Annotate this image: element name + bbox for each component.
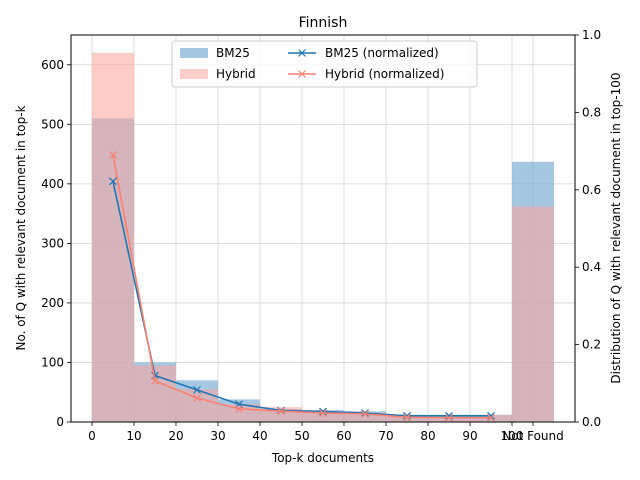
y2-tick-label: 0.0 (582, 415, 601, 429)
plot-frame (70, 34, 576, 423)
point-hybrid-normalized (403, 413, 411, 422)
x-tick-label: 100 (501, 429, 524, 443)
legend-label: BM25 (216, 46, 250, 60)
bar-hybrid (260, 407, 302, 422)
y2-tick-label: 0.6 (582, 183, 601, 197)
x-tick-label: 20 (168, 429, 183, 443)
x-tick-label: Not Found (502, 429, 563, 443)
point-hybrid-normalized (361, 409, 369, 418)
y2-tick-label: 0.4 (582, 260, 601, 274)
y-tick-label: 200 (41, 296, 64, 310)
bars (92, 52, 554, 422)
x-tick-label: 40 (252, 429, 267, 443)
y-axis-label: No. of Q with relevant document in top-k (14, 105, 28, 350)
chart-title: Finnish (299, 15, 348, 31)
x-tick-label: 70 (378, 429, 393, 443)
legend-label: Hybrid (216, 67, 256, 81)
point-bm25-normalized (193, 385, 201, 394)
y-tick-label: 500 (41, 117, 64, 131)
point-hybrid-normalized (109, 151, 117, 159)
legend: BM25 Hybrid BM25 (normalized) Hybrid (norma… (171, 40, 478, 88)
point-hybrid-normalized (487, 413, 495, 422)
x-tick-label: 30 (210, 429, 225, 443)
point-hybrid-normalized (319, 409, 327, 418)
legend-swatch (180, 48, 208, 58)
bar-hybrid (302, 411, 344, 422)
y-tick-label: 600 (41, 58, 64, 72)
y2-tick-label: 1.0 (582, 28, 601, 42)
y2-tick-label: 0.2 (582, 338, 601, 352)
y2-axis-label: Distribution of Q with relevant document… (609, 72, 623, 383)
point-hybrid-normalized (235, 404, 243, 413)
x-tick-label: 50 (294, 429, 309, 443)
legend-swatch (180, 69, 208, 79)
x-axis-label: Top-k documents (271, 451, 374, 465)
legend-label: BM25 (normalized) (325, 46, 439, 60)
point-bm25-normalized (109, 177, 117, 186)
y-tick-label: 100 (41, 355, 64, 369)
x-tick-label: 60 (336, 429, 351, 443)
x-tick-label: 90 (462, 429, 477, 443)
y2-ticks: 0.0 0.2 0.4 0.6 0.8 1.0 (575, 28, 601, 429)
y-tick-label: 300 (41, 236, 64, 250)
point-hybrid-normalized (151, 377, 159, 385)
bar-hybrid (386, 414, 428, 422)
bar-hybrid (512, 206, 554, 422)
bar-hybrid (92, 52, 134, 422)
x-tick-label: 0 (88, 429, 96, 443)
y-tick-label: 400 (41, 177, 64, 191)
legend-marker (298, 49, 306, 57)
point-hybrid-normalized (193, 394, 201, 402)
legend-label: Hybrid (normalized) (325, 67, 444, 81)
y-tick-label: 0 (56, 415, 64, 429)
bar-hybrid (344, 412, 386, 422)
y-ticks: 0 100 200 300 400 500 600 (41, 58, 71, 429)
bar-hybrid (218, 404, 260, 422)
line-bm25-normalized (112, 181, 491, 417)
point-hybrid-normalized (277, 407, 285, 416)
normalized-lines (109, 151, 495, 422)
legend-marker (298, 70, 306, 78)
legend-box (171, 40, 478, 88)
point-hybrid-normalized (445, 413, 453, 422)
x-tick-label: 80 (420, 429, 435, 443)
x-tick-label: 10 (126, 429, 141, 443)
line-hybrid-normalized (112, 154, 491, 419)
y2-tick-label: 0.8 (582, 105, 601, 119)
